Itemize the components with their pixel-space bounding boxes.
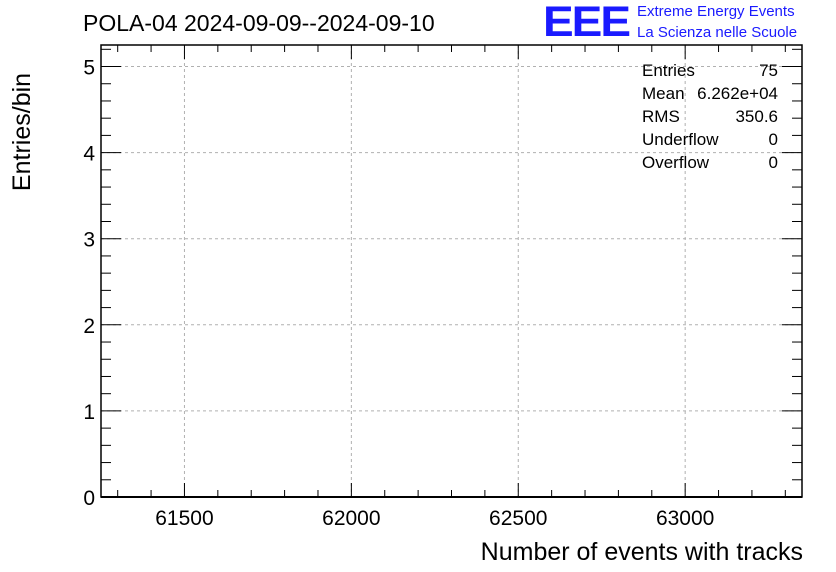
y-tick-label: 1 — [83, 401, 95, 424]
histogram-bin — [665, 411, 672, 497]
histogram-bin — [492, 411, 499, 497]
histogram-bin — [158, 411, 165, 497]
stats-box: Entries 75 Mean 6.262e+04 RMS 350.6 Underflow 0… — [642, 61, 778, 172]
histogram-bin — [598, 411, 605, 497]
histogram-bin — [765, 411, 772, 497]
stat-label: Overflow — [642, 153, 710, 172]
x-tick-label: 61500 — [155, 507, 213, 530]
y-tick-label: 0 — [83, 487, 95, 510]
chart-title: POLA-04 2024-09-09--2024-09-10 — [83, 10, 435, 36]
histogram-bin — [699, 411, 706, 497]
stat-label: Underflow — [642, 130, 719, 149]
histogram-bin — [638, 411, 645, 497]
histogram-bin — [645, 411, 652, 497]
axis-ticks — [101, 45, 802, 498]
histogram-bin — [552, 411, 559, 497]
histogram-bin — [618, 411, 625, 497]
stat-label: Mean — [642, 84, 685, 103]
histogram-bin — [391, 411, 398, 497]
histogram-bin — [719, 411, 726, 497]
histogram-bin — [565, 67, 572, 497]
histogram-bin — [612, 239, 619, 497]
histogram-bin — [605, 239, 612, 497]
histogram-bin — [705, 411, 712, 497]
stat-value: 0 — [769, 130, 778, 149]
histogram-bin — [431, 411, 438, 497]
histogram-bin — [632, 239, 639, 497]
x-tick-label: 63000 — [656, 507, 714, 530]
grid — [101, 45, 802, 497]
histogram-bin — [498, 239, 505, 497]
histogram-bin — [358, 411, 365, 497]
y-tick-label: 3 — [83, 229, 95, 252]
x-tick-label: 62000 — [322, 507, 380, 530]
histogram-bin — [458, 411, 465, 497]
stat-label: Entries — [642, 61, 695, 80]
stat-value: 75 — [759, 61, 778, 80]
logo-line-2: La Scienza nelle Scuole — [637, 24, 798, 41]
logo-line-1: Extreme Energy Events — [637, 3, 795, 20]
y-tick-label: 5 — [83, 57, 95, 80]
x-axis-label: Number of events with tracks — [480, 538, 803, 566]
stat-label: RMS — [642, 107, 680, 126]
plot-frame — [100, 44, 803, 498]
stat-value: 350.6 — [735, 107, 778, 126]
stat-value: 6.262e+04 — [697, 84, 778, 103]
histogram-bin — [131, 411, 138, 497]
stat-value: 0 — [769, 153, 778, 172]
tick-labels: 61500 62000 62500 63000 0 1 2 3 4 5 — [83, 57, 714, 530]
histogram-bin — [625, 239, 632, 497]
histogram-bin — [485, 239, 492, 497]
y-tick-label: 2 — [83, 315, 95, 338]
x-tick-label: 62500 — [489, 507, 547, 530]
histogram-bin — [225, 411, 232, 497]
eee-logo: EEE — [543, 0, 631, 46]
y-tick-label: 4 — [83, 143, 95, 166]
